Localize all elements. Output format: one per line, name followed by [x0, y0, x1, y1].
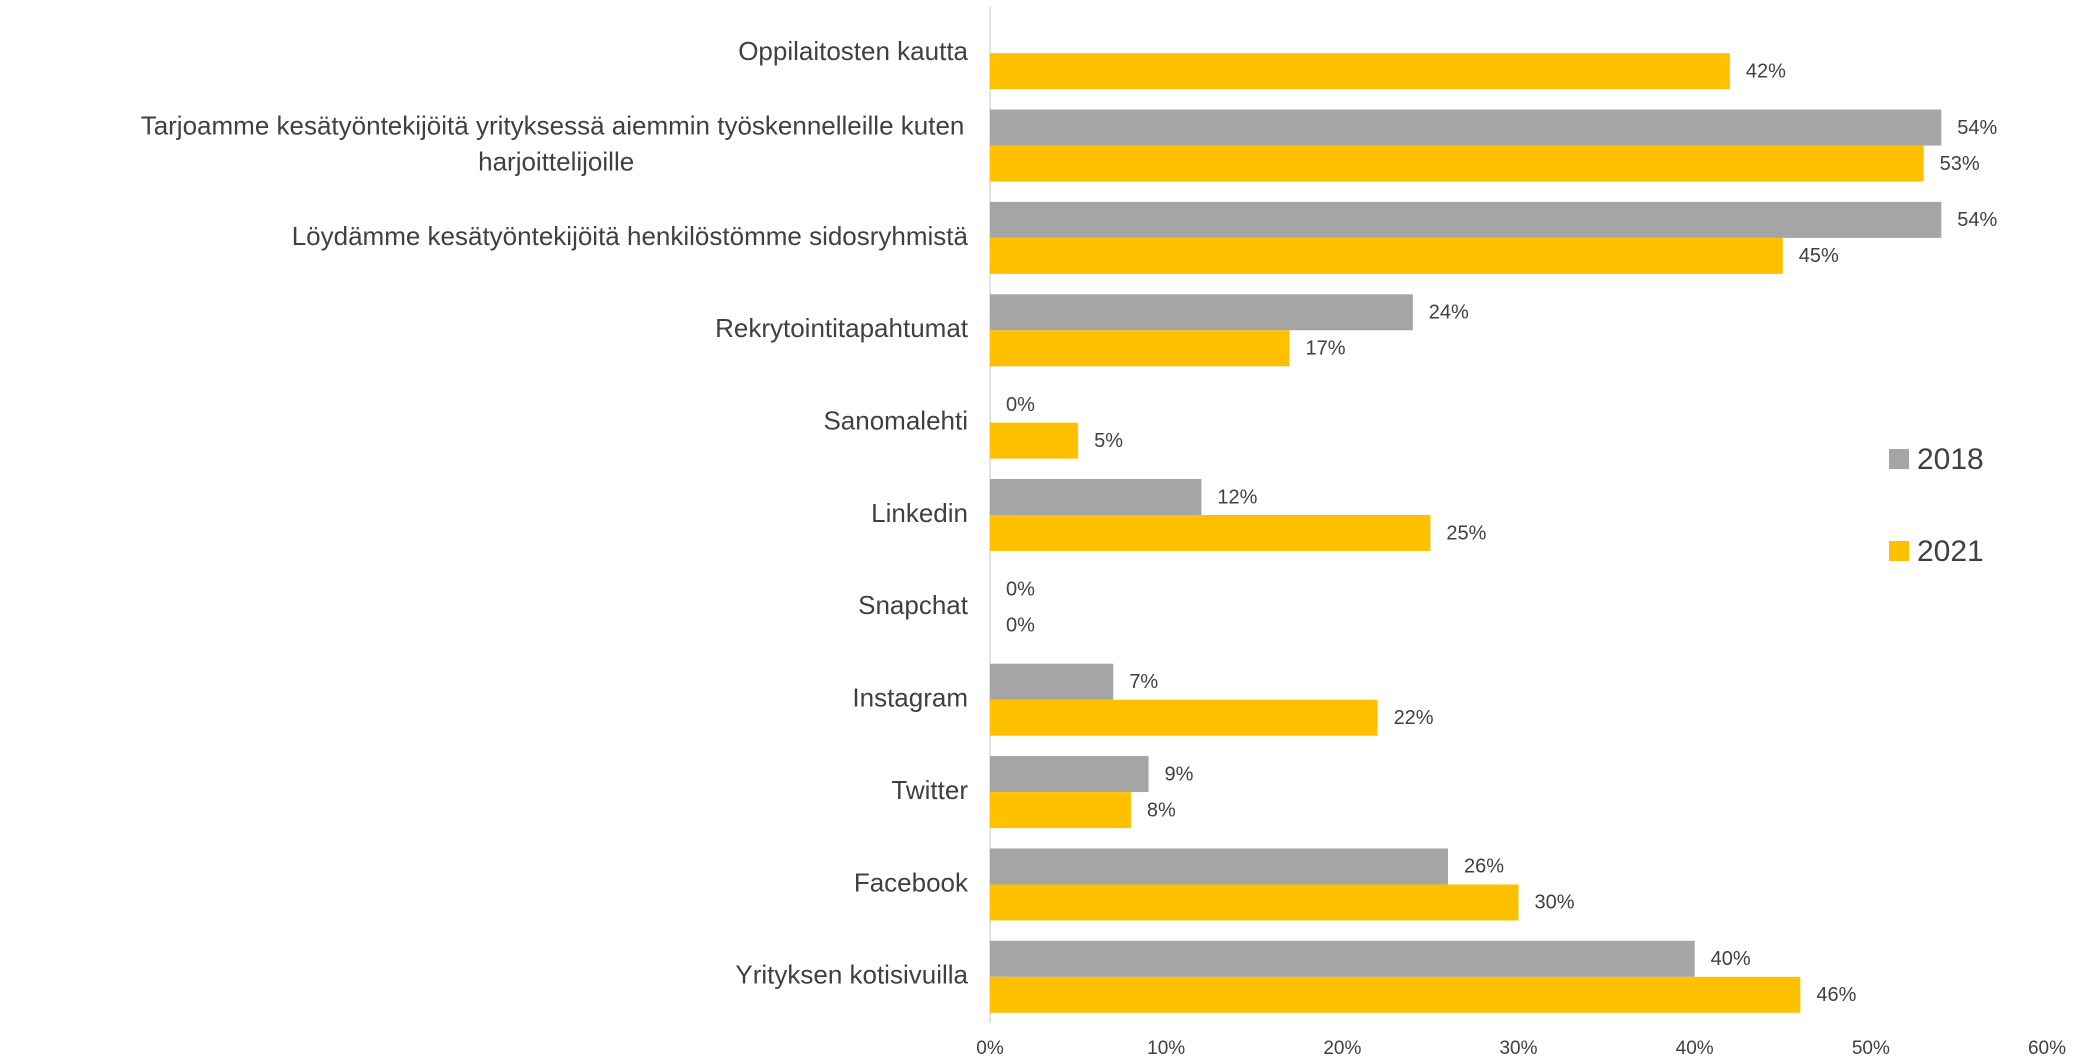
x-tick-label: 60%: [2028, 1038, 2066, 1059]
data-label: 54%: [1957, 117, 1997, 139]
bar: [990, 479, 1202, 515]
data-label: 12%: [1217, 486, 1257, 508]
bar: [990, 294, 1413, 331]
category-label: Instagram: [852, 683, 968, 713]
bar: [990, 237, 1783, 274]
category-label: Löydämme kesätyöntekijöitä henkilöstömme…: [292, 221, 969, 251]
category-label: Yrityksen kotisivuilla: [735, 960, 968, 990]
category-label: Tarjoamme kesätyöntekijöitä yrityksessä …: [141, 110, 972, 176]
data-label: 0%: [1006, 615, 1035, 637]
bar: [990, 515, 1431, 551]
category-label: Facebook: [854, 867, 969, 897]
bar: [990, 422, 1079, 459]
data-label: 42%: [1746, 60, 1786, 82]
legend-label: 2018: [1917, 443, 1984, 476]
data-label: 30%: [1535, 892, 1575, 914]
category-label: Sanomalehti: [823, 406, 968, 436]
bar: [990, 940, 1695, 977]
legend-swatch: [1889, 541, 1909, 561]
data-label: 46%: [1816, 984, 1856, 1006]
category-label: Snapchat: [858, 590, 969, 620]
bar: [990, 848, 1449, 885]
data-label: 22%: [1394, 707, 1434, 729]
data-label: 7%: [1129, 671, 1158, 693]
bar: [990, 145, 1924, 182]
x-tick-label: 50%: [1852, 1038, 1890, 1059]
bar: [990, 699, 1378, 736]
bar: [990, 884, 1519, 921]
data-label: 9%: [1165, 763, 1194, 785]
data-label: 26%: [1464, 856, 1504, 878]
bar: [990, 976, 1801, 1013]
x-tick-label: 30%: [1499, 1038, 1537, 1059]
bar: [990, 201, 1942, 238]
category-label: Twitter: [891, 775, 968, 805]
bar: [990, 330, 1290, 367]
data-label: 5%: [1094, 430, 1123, 452]
x-tick-label: 10%: [1147, 1038, 1185, 1059]
bar: [990, 109, 1942, 146]
bar: [990, 792, 1131, 829]
data-label: 17%: [1305, 338, 1345, 360]
x-tick-label: 40%: [1676, 1038, 1714, 1059]
bar: [990, 756, 1149, 793]
bar: [990, 53, 1730, 90]
bar: [990, 663, 1114, 700]
data-label: 24%: [1429, 302, 1469, 324]
data-label: 8%: [1147, 799, 1176, 821]
category-label: Oppilaitosten kautta: [738, 36, 968, 66]
legend-swatch: [1889, 449, 1909, 469]
data-label: 53%: [1940, 153, 1980, 175]
category-label: Rekrytointitapahtumat: [715, 313, 969, 343]
data-label: 0%: [1006, 394, 1035, 416]
data-label: 45%: [1799, 245, 1839, 267]
category-label: Linkedin: [871, 498, 968, 528]
x-tick-label: 20%: [1323, 1038, 1361, 1059]
data-label: 40%: [1711, 948, 1751, 970]
x-tick-label: 0%: [976, 1038, 1004, 1059]
data-label: 25%: [1446, 522, 1486, 544]
legend-label: 2021: [1917, 535, 1984, 568]
data-label: 0%: [1006, 579, 1035, 601]
data-label: 54%: [1957, 209, 1997, 231]
